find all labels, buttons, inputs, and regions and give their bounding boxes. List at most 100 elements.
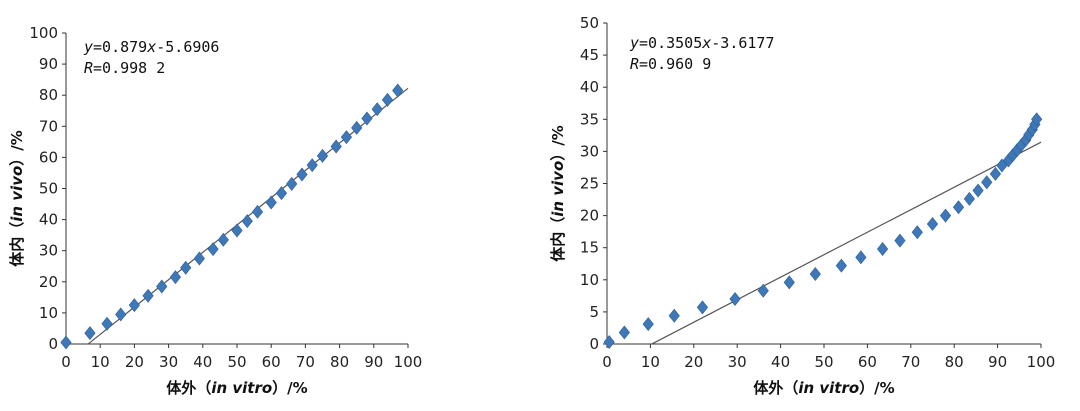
chart-2: 0 5 10 15 20 25 30 35 40 45 50 0 10 20 30 40 50 60 70 80 90 1… [549, 14, 1055, 397]
data-point [351, 120, 363, 135]
data-point [989, 166, 1002, 181]
data-point [392, 83, 404, 98]
y-tick-label: 0 [48, 335, 58, 353]
y-tick-label: 35 [580, 110, 599, 128]
data-point [330, 139, 342, 154]
data-point [894, 233, 906, 248]
correlation-coefficient: R=0.998 2 [84, 59, 165, 77]
x-tick-label: 50 [227, 353, 246, 371]
x-tick-label: 60 [262, 353, 281, 371]
x-tick-label: 50 [814, 353, 833, 371]
y-tick-label: 15 [580, 239, 599, 257]
y-tick-label: 40 [580, 78, 599, 96]
x-tick-label: 80 [945, 353, 964, 371]
y-tick-label: 10 [580, 271, 599, 289]
data-point [981, 175, 993, 190]
data-point [1031, 112, 1043, 127]
y-tick-label: 70 [39, 117, 58, 135]
data-point [241, 214, 253, 229]
correlation-coefficient: R=0.960 9 [630, 55, 711, 73]
data-point [180, 260, 192, 275]
x-tick-label: 100 [394, 353, 423, 371]
y-tick-label: 50 [39, 180, 58, 198]
data-point [729, 292, 741, 307]
data-point [939, 208, 952, 223]
chart-1: 0 10 20 30 40 50 60 70 80 90 100 0 10 20 30 40 50 60 70 80 9… [8, 24, 422, 397]
data-point [60, 335, 72, 350]
data-point [371, 102, 383, 117]
y-tick-label: 90 [39, 55, 58, 73]
y-tick-label: 10 [39, 304, 58, 322]
data-point [757, 283, 769, 298]
data-point [696, 300, 709, 315]
data-point [926, 216, 939, 231]
x-axis-title: 体外（in vitro）/% [166, 379, 307, 397]
y-tick-label: 60 [39, 148, 58, 166]
x-tick-label: 100 [1027, 353, 1056, 371]
data-point [128, 298, 140, 313]
regression-equation: y=0.3505x-3.6177 [629, 34, 775, 52]
data-point [316, 148, 329, 163]
x-tick-label: 30 [728, 353, 747, 371]
data-point [361, 111, 373, 126]
x-tick-label: 70 [296, 353, 315, 371]
data-point [156, 279, 168, 294]
x-tick-label: 10 [641, 353, 660, 371]
y-tick-label: 50 [580, 14, 599, 32]
data-point [142, 288, 154, 303]
data-point [835, 258, 847, 273]
data-point [286, 176, 298, 191]
y-tick-label: 100 [29, 24, 58, 42]
data-point [340, 130, 353, 145]
x-axis-title: 体外（in vitro）/% [753, 379, 894, 397]
data-point [231, 223, 243, 238]
x-tick-label: 40 [771, 353, 790, 371]
y-axis-title: 体内（in vivo）/% [549, 125, 567, 262]
data-point [296, 167, 308, 182]
data-point [169, 270, 182, 285]
y-tick-label: 5 [589, 303, 599, 321]
data-point [115, 307, 127, 322]
data-point [952, 200, 965, 215]
y-tick-label: 40 [39, 211, 58, 229]
x-tick-label: 20 [125, 353, 144, 371]
x-tick-label: 90 [364, 353, 383, 371]
data-point [668, 308, 680, 323]
regression-line [651, 141, 1042, 345]
data-point [877, 242, 889, 256]
data-point [84, 326, 96, 341]
data-point [911, 225, 923, 240]
data-point [251, 204, 264, 219]
x-tick-label: 90 [988, 353, 1007, 371]
data-point [306, 158, 318, 173]
data-point [783, 275, 795, 290]
regression-equation: y=0.879x-5.6906 [83, 38, 219, 56]
data-point [603, 335, 615, 350]
x-tick-label: 0 [61, 353, 71, 371]
x-tick-label: 60 [858, 353, 877, 371]
data-point [642, 317, 654, 332]
y-tick-label: 25 [580, 175, 599, 193]
data-point [101, 316, 113, 331]
x-tick-label: 40 [193, 353, 212, 371]
data-point [275, 186, 288, 201]
x-tick-label: 10 [91, 353, 110, 371]
x-tick-label: 80 [330, 353, 349, 371]
data-point [217, 232, 229, 247]
data-point [193, 251, 205, 266]
y-tick-label: 20 [580, 207, 599, 225]
data-point [207, 242, 219, 257]
y-tick-label: 30 [580, 142, 599, 160]
y-tick-label: 0 [589, 335, 599, 353]
x-tick-label: 70 [901, 353, 920, 371]
x-tick-label: 0 [602, 353, 612, 371]
data-point [809, 267, 821, 282]
data-point [381, 92, 394, 107]
y-axis-title: 体内（in vivo）/% [8, 130, 26, 267]
data-point [855, 250, 867, 265]
data-point [265, 195, 277, 210]
data-point [618, 325, 630, 340]
x-tick-label: 20 [684, 353, 703, 371]
data-point [972, 183, 984, 198]
